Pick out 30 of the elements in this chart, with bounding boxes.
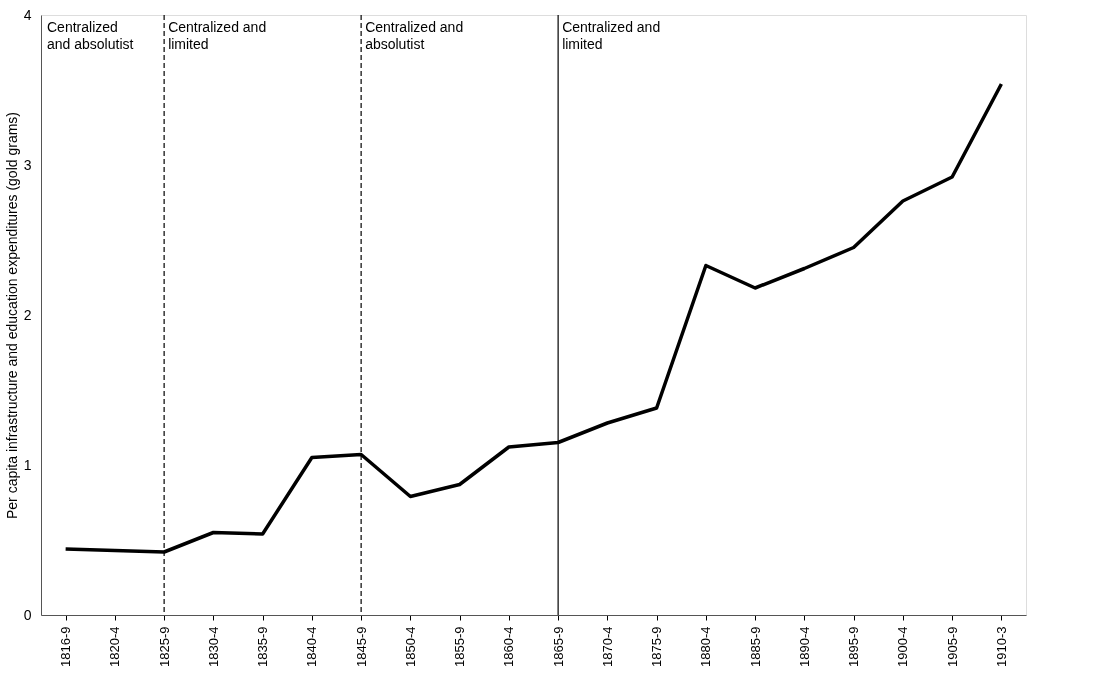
x-tick-label: 1825-9 (156, 626, 172, 667)
y-tick-label: 0 (23, 606, 32, 623)
x-tick-label: 1895-9 (846, 626, 862, 667)
x-tick-label: 1910-3 (993, 626, 1009, 667)
x-tick-label: 1845-9 (353, 626, 369, 667)
x-tick-label: 1905-9 (944, 626, 960, 667)
y-tick-label: 3 (23, 156, 32, 173)
x-tick-label: 1900-4 (895, 626, 911, 667)
x-tick-label: 1855-9 (452, 626, 468, 667)
x-tick-label: 1885-9 (747, 626, 763, 667)
y-tick-label: 1 (23, 456, 32, 473)
x-tick-label: 1865-9 (550, 626, 566, 667)
x-tick-label: 1816-9 (58, 626, 74, 667)
x-tick-label: 1835-9 (255, 626, 271, 667)
y-axis-title: Per capita infrastructure and education expenditures (gold grams) (3, 112, 20, 519)
y-tick-label: 2 (23, 306, 32, 323)
x-tick-label: 1850-4 (402, 626, 418, 667)
x-tick-label: 1860-4 (501, 626, 517, 667)
x-tick-label: 1830-4 (205, 626, 221, 667)
x-tick-label: 1820-4 (107, 626, 123, 667)
y-tick-label: 4 (23, 6, 32, 23)
x-tick-label: 1880-4 (698, 626, 714, 667)
x-tick-label: 1870-4 (599, 626, 615, 667)
x-tick-label: 1875-9 (649, 626, 665, 667)
ref-line-label: Centralized and limited (168, 19, 267, 52)
annotation: Centralized and absolutist (47, 19, 134, 52)
ref-line-label: Centralized and absolutist (365, 19, 464, 52)
ref-line-label: Centralized and limited (562, 19, 661, 52)
x-tick-label: 1890-4 (796, 626, 812, 667)
x-tick-label: 1840-4 (304, 626, 320, 667)
